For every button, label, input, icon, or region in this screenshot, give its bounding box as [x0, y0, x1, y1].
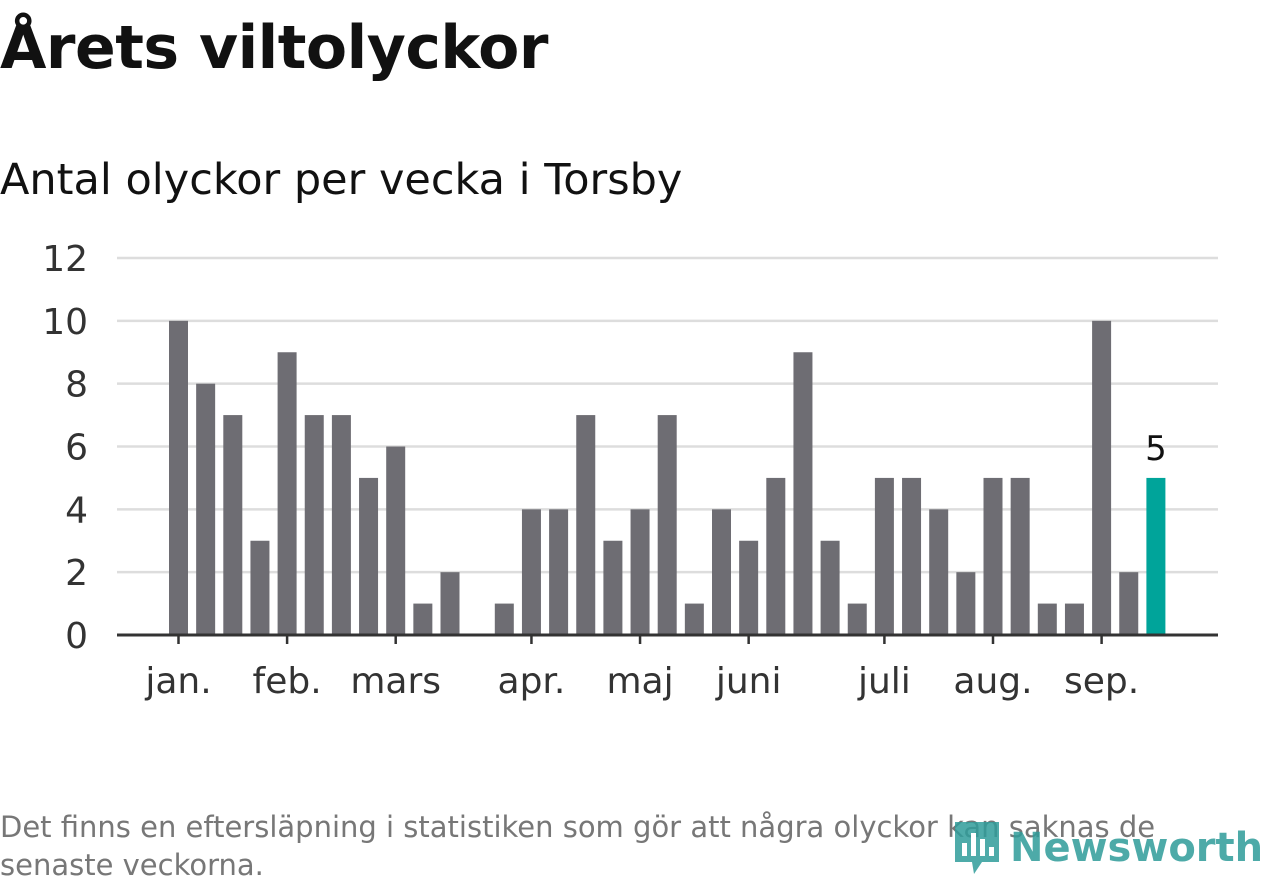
x-tick-label: juli — [857, 661, 911, 702]
x-tick-label: feb. — [253, 661, 322, 702]
bar — [929, 509, 949, 635]
bar-highlight — [1146, 477, 1166, 635]
bar — [359, 477, 379, 635]
bar — [223, 415, 243, 635]
x-tick-label: juni — [715, 661, 782, 702]
x-tick-label: sep. — [1064, 661, 1139, 702]
chart-subtitle: Antal olyckor per vecka i Torsby — [0, 155, 683, 205]
bar — [440, 572, 460, 635]
bar — [847, 603, 867, 635]
bar — [766, 477, 786, 635]
bar — [277, 352, 297, 635]
bar — [331, 415, 351, 635]
bar-chart: 0 2 4 6 8 10 12 5 jan. feb. mars apr. maj juni juli aug… — [42, 239, 1218, 702]
logo-text: Newsworthy — [1010, 825, 1262, 871]
bar — [603, 540, 623, 635]
bar — [521, 509, 541, 635]
bar — [1037, 603, 1057, 635]
x-tick-label: maj — [606, 661, 673, 702]
bar — [739, 540, 759, 635]
bar — [1119, 572, 1139, 635]
bar — [820, 540, 840, 635]
bar — [712, 509, 731, 635]
data-label: 5 — [1145, 429, 1167, 469]
bar — [956, 572, 976, 635]
y-tick-label: 12 — [42, 239, 88, 280]
x-tick-label: aug. — [953, 661, 1032, 702]
bar — [684, 603, 704, 635]
bar — [549, 509, 569, 635]
bar — [630, 509, 650, 635]
y-tick-label: 10 — [42, 302, 88, 343]
newsworthy-logo: Newsworthy — [952, 818, 1262, 878]
chart-bubble-icon — [955, 822, 999, 874]
bar — [874, 477, 894, 635]
x-tick-label: mars — [350, 661, 441, 702]
bar — [983, 477, 1003, 635]
y-tick-label: 0 — [65, 616, 88, 657]
bar — [1010, 477, 1030, 635]
bar — [196, 383, 216, 635]
bar — [902, 477, 922, 635]
bar — [169, 320, 188, 635]
chart-title: Årets viltolyckor — [0, 13, 549, 83]
x-tick-label: apr. — [498, 661, 566, 702]
bar — [494, 603, 514, 635]
bar — [576, 415, 596, 635]
bar — [304, 415, 324, 635]
y-tick-label: 8 — [65, 365, 88, 406]
y-tick-label: 2 — [65, 553, 88, 594]
y-tick-label: 6 — [65, 428, 88, 469]
bar — [793, 352, 813, 635]
y-tick-label: 4 — [65, 490, 88, 531]
bar — [250, 540, 270, 635]
bar — [413, 603, 433, 635]
bar — [1064, 603, 1084, 635]
bar — [1092, 320, 1112, 635]
bar — [657, 415, 677, 635]
bar — [386, 446, 406, 635]
x-tick-label: jan. — [144, 661, 211, 702]
